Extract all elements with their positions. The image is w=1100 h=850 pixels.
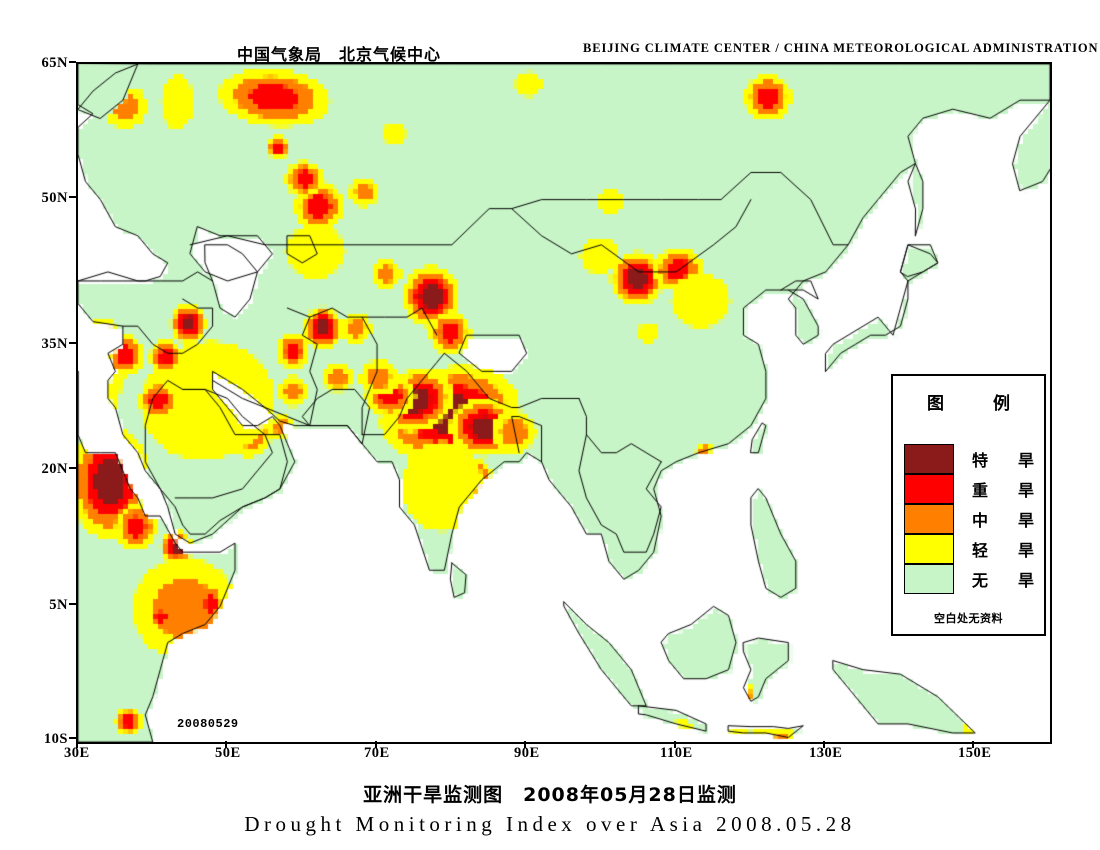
- datestamp-label: 20080529: [177, 717, 239, 731]
- x-tick-mark: [225, 741, 227, 748]
- y-tick-label: 20N: [41, 461, 68, 477]
- legend-footnote: 空白处无资料: [934, 612, 1003, 625]
- y-tick-label: 10S: [43, 731, 68, 747]
- x-tick-label: 150E: [958, 745, 992, 761]
- y-tick-mark: [69, 467, 76, 469]
- figure-title-chinese: 亚洲干旱监测图 2008年05月28日监测: [363, 784, 737, 806]
- drought-index-heatmap: [78, 64, 1050, 742]
- figure-title-english: Drought Monitoring Index over Asia 2008.…: [244, 812, 856, 836]
- y-tick-mark: [69, 196, 76, 198]
- y-tick-label: 65N: [41, 55, 68, 71]
- legend-box: 图 例 特 旱 重 旱 中 旱 轻 旱 无 旱 空白处无资料: [891, 374, 1046, 636]
- y-tick-label: 35N: [41, 336, 68, 352]
- x-tick-label: 30E: [64, 745, 90, 761]
- x-tick-mark: [76, 741, 78, 748]
- x-tick-label: 50E: [215, 745, 241, 761]
- legend-label-moderate: 中 旱: [972, 511, 1042, 530]
- x-tick-label: 110E: [660, 745, 693, 761]
- legend-title: 图 例: [927, 394, 1026, 414]
- header-agency-english: BEIJING CLIMATE CENTER / CHINA METEOROLO…: [583, 41, 1099, 55]
- y-tick-mark: [69, 603, 76, 605]
- legend-swatch-moderate: [904, 504, 954, 534]
- x-tick-label: 90E: [514, 745, 540, 761]
- legend-item-severe-drought: 重 旱: [904, 474, 1037, 504]
- legend-label-severe: 重 旱: [972, 481, 1042, 500]
- legend-swatch-light: [904, 534, 954, 564]
- legend-swatch-none: [904, 564, 954, 594]
- legend-item-moderate-drought: 中 旱: [904, 504, 1037, 534]
- legend-label-none: 无 旱: [972, 571, 1042, 590]
- x-tick-mark: [524, 741, 526, 748]
- legend-item-light-drought: 轻 旱: [904, 534, 1037, 564]
- y-tick-mark: [69, 61, 76, 63]
- x-tick-label: 130E: [809, 745, 843, 761]
- header-agency-chinese: 中国气象局 北京气候中心: [237, 45, 442, 64]
- y-tick-label: 50N: [41, 190, 68, 206]
- legend-item-no-drought: 无 旱: [904, 564, 1037, 594]
- map-plot-area: [76, 62, 1052, 744]
- x-tick-mark: [972, 741, 974, 748]
- y-tick-mark: [69, 737, 76, 739]
- x-tick-label: 70E: [364, 745, 390, 761]
- x-tick-mark: [674, 741, 676, 748]
- legend-label-extreme: 特 旱: [972, 451, 1042, 470]
- x-tick-mark: [823, 741, 825, 748]
- legend-swatch-severe: [904, 474, 954, 504]
- legend-swatch-extreme: [904, 444, 954, 474]
- legend-items: 特 旱 重 旱 中 旱 轻 旱 无 旱: [904, 444, 1037, 594]
- y-tick-mark: [69, 342, 76, 344]
- legend-item-extreme-drought: 特 旱: [904, 444, 1037, 474]
- y-tick-label: 5N: [49, 597, 68, 613]
- legend-label-light: 轻 旱: [972, 541, 1042, 560]
- x-tick-mark: [375, 741, 377, 748]
